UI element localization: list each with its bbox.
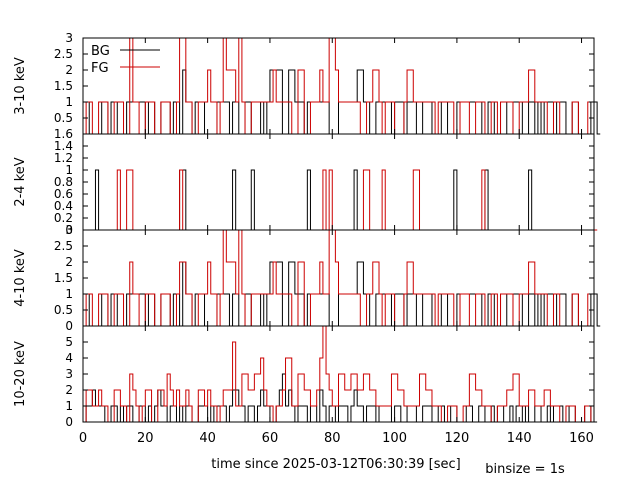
chart-panels: 0.511.522.531.63-10 keV0.20.40.60.811.21…: [13, 31, 601, 429]
y-tick-label: 1: [65, 95, 73, 109]
series-fg-line-panel-4: [83, 325, 594, 423]
binsize-annotation: binsize = 1s: [485, 462, 565, 477]
series-bg-line-panel-2: [83, 169, 598, 231]
panel-2: 0.20.40.60.811.21.4 0 2-4 keV: [13, 133, 598, 237]
y-tick-label: 0.5: [54, 303, 73, 317]
panel-frame-2: [82, 133, 595, 231]
series-bg-line-panel-4: [83, 373, 598, 423]
y-tick-label: 5: [65, 335, 73, 349]
x-axis-label: time since 2025-03-12T06:30:39 [sec]: [211, 457, 460, 472]
panel-4: 0 1 2 3 4 5 10-20 keV: [13, 325, 598, 429]
y-tick-label: 4: [65, 351, 73, 365]
series-fg-line-panel-2: [83, 169, 598, 231]
y-tick-label: 2: [65, 63, 73, 77]
y-tick-label: 1.5: [54, 271, 73, 285]
y-tick-label: 2: [65, 383, 73, 397]
panel-1: 0.5 1 1.5 2 2.5 3 1.6 3-10 keV: [13, 31, 601, 141]
y-tick-label: 3: [65, 31, 73, 45]
x-axis: 0 20 40 60 80 100 120 140 160: [79, 431, 594, 446]
x-tick-label: 60: [262, 431, 279, 446]
y-tick-label: 1: [65, 399, 73, 413]
legend-label-bg: BG: [91, 44, 110, 59]
y-tick-label: 2: [65, 255, 73, 269]
y-axis-label-panel-3: 4-10 keV: [13, 249, 28, 307]
y-tick-label: 1.2: [54, 151, 73, 165]
x-tick-label: 20: [137, 431, 154, 446]
y-axis-label-panel-2: 2-4 keV: [13, 157, 28, 206]
y-axis-label-panel-4: 10-20 keV: [13, 341, 28, 407]
legend-label-fg: FG: [91, 61, 109, 76]
y-tick-label: 0.6: [54, 187, 73, 201]
y-tick-label: 0: [65, 415, 73, 429]
x-tick-label: 120: [444, 431, 469, 446]
y-tick-label: 1.4: [54, 139, 73, 153]
x-tick-label: 140: [507, 431, 532, 446]
y-tick-label: 1.5: [54, 79, 73, 93]
y-tick-label: 2.5: [54, 47, 73, 61]
y-tick-label: 3: [65, 223, 73, 237]
y-tick-label: 3: [65, 367, 73, 381]
legend: BG FG: [91, 44, 160, 76]
y-tick-label: 0.2: [54, 211, 73, 225]
y-tick-label: 2.5: [54, 239, 73, 253]
y-tick-label: 0: [65, 319, 73, 333]
y-tick-label: 0.8: [54, 175, 73, 189]
x-tick-label: 40: [199, 431, 216, 446]
y-tick-label: 1.6: [54, 127, 73, 141]
y-axis-label-panel-1: 3-10 keV: [13, 57, 28, 115]
x-tick-label: 0: [79, 431, 87, 446]
y-tick-label: 0.4: [54, 199, 73, 213]
y-tick-label: 0: [65, 223, 73, 237]
y-tick-label: 1: [65, 287, 73, 301]
y-tick-label: 0.5: [54, 111, 73, 125]
y-tick-label: 1: [65, 163, 73, 177]
x-tick-label: 80: [324, 431, 341, 446]
x-tick-label: 100: [382, 431, 407, 446]
x-tick-label: 160: [569, 431, 594, 446]
